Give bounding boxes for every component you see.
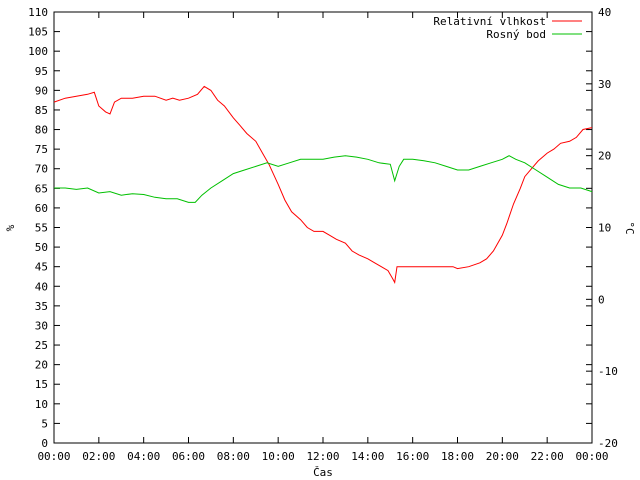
y-tick-label-left: 95 (35, 65, 48, 78)
y-tick-label-left: 40 (35, 280, 48, 293)
y-tick-label-left: 30 (35, 319, 48, 332)
x-tick-label: 02:00 (82, 450, 115, 463)
y-axis-left-label: % (4, 224, 17, 231)
right-axis: -20 -10 0 10 20 30 40 (586, 6, 618, 450)
legend-label-dewpoint: Rosný bod (486, 28, 546, 41)
y-tick-label-left: 25 (35, 339, 48, 352)
x-tick-label: 14:00 (351, 450, 384, 463)
y-axis-right-label: °C (623, 221, 636, 234)
y-tick-label-right: 10 (598, 222, 611, 235)
legend-label-humidity: Relativní vlhkost (433, 15, 546, 28)
x-tick-label: 10:00 (262, 450, 295, 463)
left-axis: 0 5 10 15 20 25 30 35 40 45 50 55 60 65 70 75 80 85 90 95 10… (28, 6, 592, 450)
y-tick-label-left: 45 (35, 261, 48, 274)
y-tick-label-left: 80 (35, 124, 48, 137)
x-tick-label: 00:00 (37, 450, 70, 463)
series-line-1 (54, 155, 593, 203)
series-line-0 (53, 85, 593, 284)
x-tick-label: 16:00 (396, 450, 429, 463)
y-tick-label-right: -20 (598, 437, 618, 450)
y-tick-label-left: 35 (35, 300, 48, 313)
y-tick-label-left: 85 (35, 104, 48, 117)
y-tick-label-left: 90 (35, 84, 48, 97)
y-tick-label-left: 110 (28, 6, 48, 19)
y-tick-label-right: 20 (598, 150, 611, 163)
y-tick-label-left: 65 (35, 182, 48, 195)
y-tick-label-left: 20 (35, 359, 48, 372)
y-tick-label-left: 105 (28, 26, 48, 39)
x-axis: 00:00 02:00 04:00 06:00 08:00 10:00 12:00 14:00… (37, 12, 609, 463)
x-tick-label: 18:00 (441, 450, 474, 463)
y-tick-label-left: 100 (28, 45, 48, 58)
y-tick-label-left: 15 (35, 378, 48, 391)
series-lines (53, 85, 593, 284)
y-tick-label-left: 5 (41, 417, 48, 430)
y-tick-label-left: 10 (35, 398, 48, 411)
x-tick-label: 04:00 (127, 450, 160, 463)
x-tick-label: 22:00 (531, 450, 564, 463)
y-tick-label-right: -10 (598, 365, 618, 378)
x-tick-label: 06:00 (172, 450, 205, 463)
y-tick-label-right: 0 (598, 293, 605, 306)
x-tick-label: 00:00 (575, 450, 608, 463)
y-tick-label-right: 30 (598, 78, 611, 91)
plot-frame (53, 11, 593, 444)
y-tick-label-left: 55 (35, 222, 48, 235)
x-tick-label: 12:00 (306, 450, 339, 463)
x-axis-label: Čas (313, 466, 333, 479)
y-tick-label-right: 40 (598, 6, 611, 19)
x-tick-label: 08:00 (217, 450, 250, 463)
y-tick-label-left: 75 (35, 143, 48, 156)
legend: Relativní vlhkost Rosný bod (433, 15, 582, 41)
y-tick-label-left: 70 (35, 163, 48, 176)
y-tick-label-left: 0 (41, 437, 48, 450)
y-tick-label-left: 60 (35, 202, 48, 215)
x-tick-label: 20:00 (486, 450, 519, 463)
y-tick-label-left: 50 (35, 241, 48, 254)
